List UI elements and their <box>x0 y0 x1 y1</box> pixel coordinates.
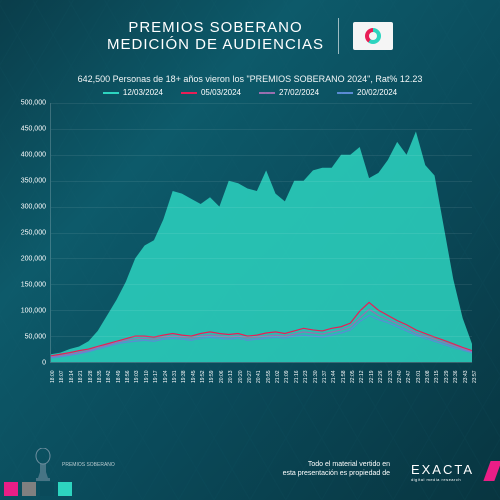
footer: PREMIOS SOBERANO Todo el material vertid… <box>0 440 500 500</box>
x-tick: 20:06 <box>219 370 225 383</box>
x-tick: 21:09 <box>284 370 290 383</box>
gridline <box>51 258 472 259</box>
x-tick: 20:27 <box>247 370 253 383</box>
gridline <box>51 129 472 130</box>
brand-sub: digital media research <box>411 477 474 482</box>
x-tick: 20:55 <box>266 370 272 383</box>
x-tick: 23:08 <box>425 370 431 383</box>
x-tick: 21:02 <box>275 370 281 383</box>
x-tick: 21:16 <box>294 370 300 383</box>
trophy-icon <box>30 448 56 482</box>
x-tick: 22:47 <box>406 370 412 383</box>
x-tick: 22:26 <box>378 370 384 383</box>
y-tick: 450,000 <box>6 126 46 133</box>
x-tick: 19:03 <box>134 370 140 383</box>
divider <box>338 18 339 54</box>
x-tick: 21:37 <box>322 370 328 383</box>
accent-square <box>58 482 72 496</box>
x-tick: 18:14 <box>69 370 75 383</box>
y-axis: 050,000100,000150,000200,000250,000300,0… <box>6 103 46 363</box>
area-series <box>51 131 472 362</box>
chart: 050,000100,000150,000200,000250,000300,0… <box>50 103 472 383</box>
gridline <box>51 103 472 104</box>
brand-name: EXACTA <box>411 462 474 477</box>
x-tick: 20:13 <box>228 370 234 383</box>
gridline <box>51 310 472 311</box>
x-tick: 19:38 <box>181 370 187 383</box>
x-tick: 20:20 <box>238 370 244 383</box>
x-tick: 23:57 <box>472 370 478 383</box>
x-tick: 22:05 <box>350 370 356 383</box>
y-tick: 350,000 <box>6 178 46 185</box>
header: PREMIOS SOBERANO MEDICIÓN DE AUDIENCIAS <box>0 0 500 64</box>
x-tick: 18:49 <box>116 370 122 383</box>
x-tick: 23:29 <box>444 370 450 383</box>
footer-credit: Todo el material vertido en esta present… <box>283 460 390 478</box>
y-tick: 50,000 <box>6 334 46 341</box>
gridline <box>51 207 472 208</box>
x-tick: 22:12 <box>359 370 365 383</box>
x-tick: 23:15 <box>434 370 440 383</box>
x-tick: 19:52 <box>200 370 206 383</box>
credit-line-2: esta presentación es propiedad de <box>283 469 390 478</box>
x-tick: 18:35 <box>97 370 103 383</box>
x-tick: 19:17 <box>153 370 159 383</box>
plot-area <box>50 103 472 363</box>
y-tick: 200,000 <box>6 256 46 263</box>
channel-logo-icon <box>365 28 381 44</box>
y-tick: 150,000 <box>6 282 46 289</box>
x-tick: 22:19 <box>369 370 375 383</box>
x-tick: 18:21 <box>78 370 84 383</box>
gridline <box>51 336 472 337</box>
y-tick: 250,000 <box>6 230 46 237</box>
y-tick: 500,000 <box>6 100 46 107</box>
gridline <box>51 233 472 234</box>
x-tick: 23:43 <box>463 370 469 383</box>
x-tick: 19:31 <box>172 370 178 383</box>
x-tick: 18:07 <box>59 370 65 383</box>
accent-square <box>4 482 18 496</box>
accent-square <box>40 482 54 496</box>
x-tick: 21:30 <box>313 370 319 383</box>
brand-logo: EXACTA digital media research <box>411 462 474 482</box>
chevron-icon <box>488 461 498 486</box>
gridline <box>51 155 472 156</box>
x-tick: 18:28 <box>88 370 94 383</box>
x-tick: 18:56 <box>125 370 131 383</box>
accent-square <box>22 482 36 496</box>
x-axis: 18:0018:07 18:1418:21 18:2818:3518:42 18:49… <box>50 363 472 383</box>
x-tick: 18:42 <box>106 370 112 383</box>
channel-logo <box>353 22 393 50</box>
footer-logo: PREMIOS SOBERANO <box>30 448 115 482</box>
x-tick: 23:36 <box>453 370 459 383</box>
title-block: PREMIOS SOBERANO MEDICIÓN DE AUDIENCIAS <box>107 19 324 53</box>
x-tick: 21:58 <box>341 370 347 383</box>
chart-subtitle: 642,500 Personas de 18+ años vieron los … <box>0 74 500 84</box>
x-tick: 21:44 <box>331 370 337 383</box>
y-tick: 100,000 <box>6 308 46 315</box>
x-tick: 23:01 <box>416 370 422 383</box>
credit-line-1: Todo el material vertido en <box>283 460 390 469</box>
x-tick: 19:24 <box>163 370 169 383</box>
x-tick: 18:00 <box>50 370 56 383</box>
y-tick: 400,000 <box>6 152 46 159</box>
x-tick: 19:45 <box>191 370 197 383</box>
gridline <box>51 284 472 285</box>
footer-logo-label: PREMIOS SOBERANO <box>62 462 115 468</box>
title-line-2: MEDICIÓN DE AUDIENCIAS <box>107 36 324 53</box>
y-tick: 300,000 <box>6 204 46 211</box>
x-tick: 20:41 <box>256 370 262 383</box>
x-tick: 21:23 <box>303 370 309 383</box>
y-tick: 0 <box>6 360 46 367</box>
x-tick: 22:40 <box>397 370 403 383</box>
gridline <box>51 181 472 182</box>
title-line-1: PREMIOS SOBERANO <box>107 19 324 36</box>
x-tick: 22:33 <box>388 370 394 383</box>
accent-squares <box>4 482 72 496</box>
x-tick: 19:10 <box>144 370 150 383</box>
x-tick: 19:59 <box>209 370 215 383</box>
